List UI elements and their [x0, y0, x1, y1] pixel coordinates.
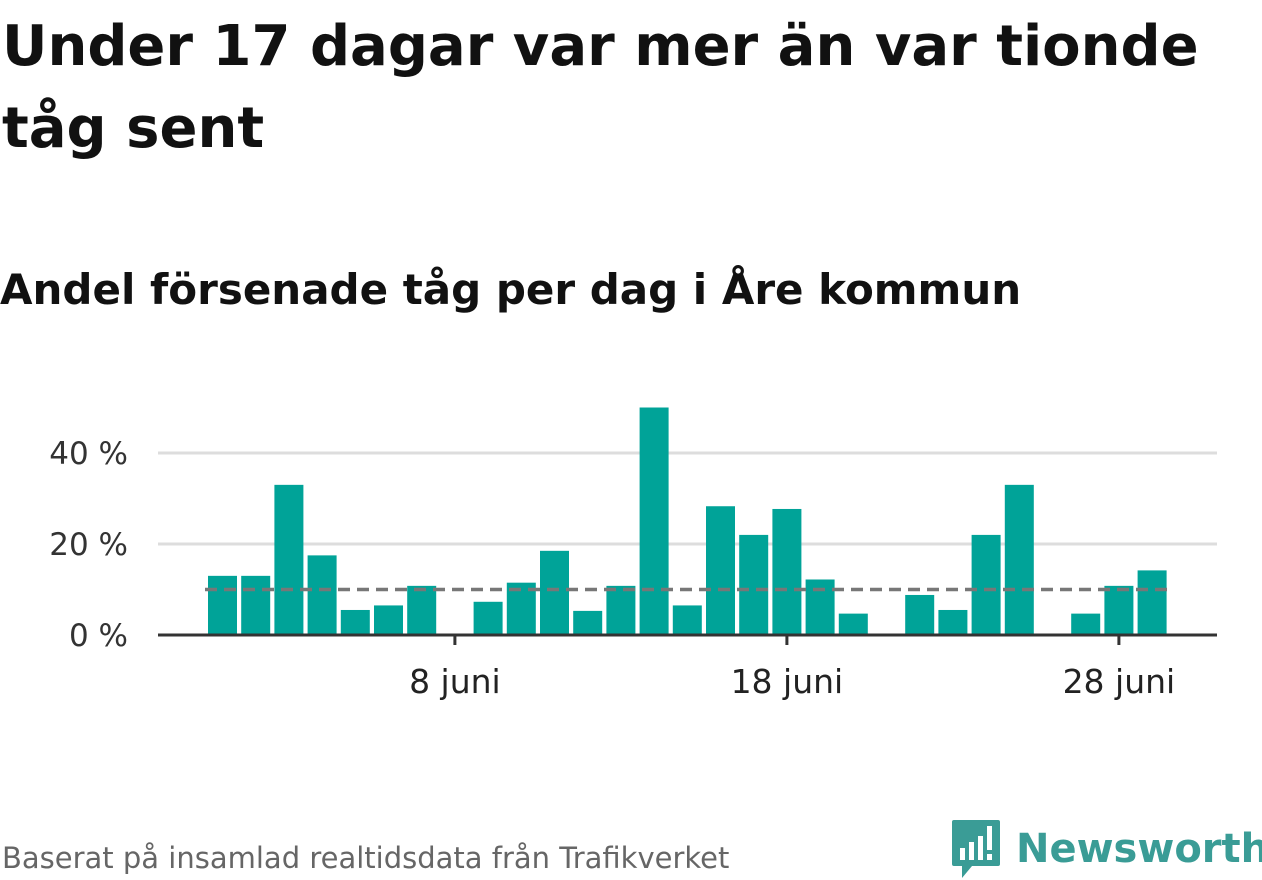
bar	[374, 605, 403, 635]
bar	[739, 534, 769, 635]
y-axis-ticks: 0 % 20 % 40 %	[49, 436, 128, 654]
bar	[208, 575, 237, 635]
newsworthy-logo-icon	[952, 820, 1000, 878]
bar	[307, 555, 337, 635]
brand[interactable]: Newsworthy	[950, 818, 1262, 880]
bar	[672, 605, 702, 635]
bar	[540, 550, 569, 635]
bar	[1071, 613, 1101, 635]
bar	[706, 506, 735, 635]
y-tick-label: 40 %	[49, 436, 128, 472]
x-tick-label: 18 juni	[731, 662, 844, 701]
brand-name: Newsworthy	[1016, 826, 1262, 872]
bar	[639, 407, 669, 635]
bar	[1104, 585, 1134, 635]
bar	[340, 609, 370, 635]
bar-chart: 0 % 20 % 40 % 8 juni 18 juni 28 juni	[49, 407, 1217, 701]
bar	[905, 594, 935, 635]
x-tick-label: 28 juni	[1063, 662, 1176, 701]
bar	[506, 582, 536, 635]
bar	[838, 613, 868, 635]
y-tick-label: 20 %	[49, 527, 128, 563]
source-note: Baserat på insamlad realtidsdata från Tr…	[2, 841, 730, 875]
bars	[208, 407, 1167, 635]
bar	[971, 534, 1001, 635]
y-tick-label: 0 %	[69, 618, 128, 654]
bar	[772, 508, 802, 635]
bar	[573, 610, 603, 635]
bar	[1004, 484, 1034, 635]
chart-subtitle: Andel försenade tåg per dag i Åre kommun	[0, 265, 1022, 314]
chart-title: Under 17 dagar var mer än var tionde tåg…	[2, 14, 1199, 161]
gridlines	[158, 451, 1217, 546]
x-axis-ticks: 8 juni 18 juni 28 juni	[409, 635, 1175, 701]
bar	[274, 484, 304, 635]
bar	[938, 609, 968, 635]
bar	[1137, 570, 1167, 635]
bar	[407, 585, 437, 635]
x-tick-label: 8 juni	[409, 662, 501, 701]
bar	[606, 585, 636, 635]
bar	[241, 575, 271, 635]
bar	[473, 601, 503, 635]
